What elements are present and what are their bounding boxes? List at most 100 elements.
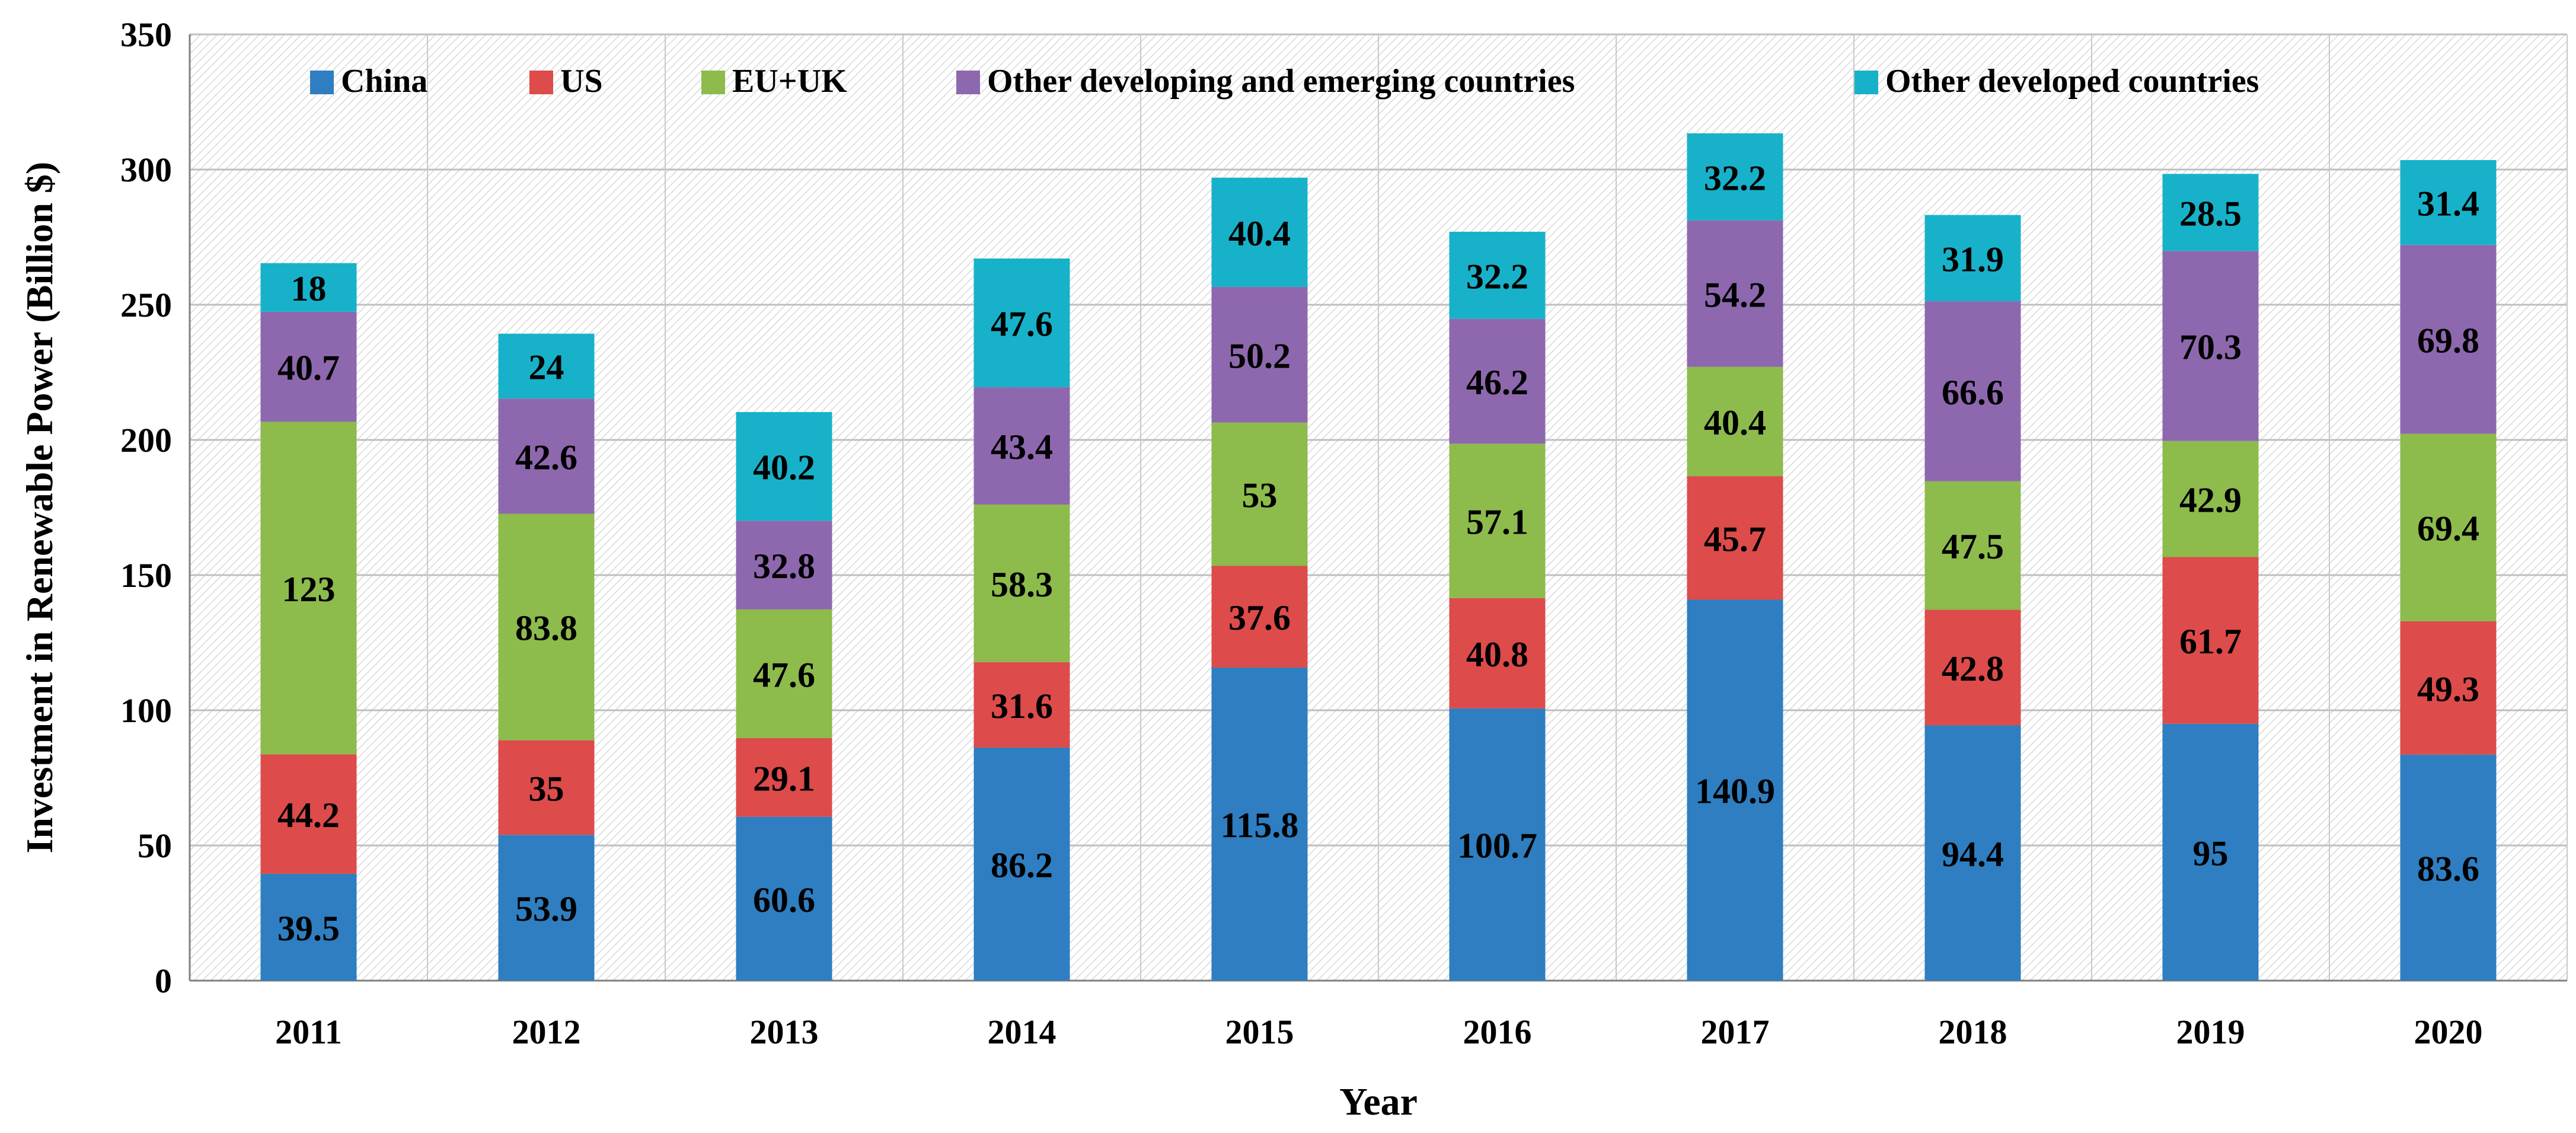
data-label: 28.5 [2179, 194, 2242, 233]
bars [260, 133, 2497, 981]
bar-segment [498, 333, 595, 399]
data-label: 61.7 [2179, 622, 2242, 661]
bar-segment [1211, 667, 1308, 981]
bar-segment [2162, 557, 2259, 724]
data-labels: 39.5 44.2 123 40.7 18 53.9 35 83.8 42.6 24 60.6 29.… [277, 158, 2479, 948]
x-tick-label: 2019 [2176, 1013, 2245, 1051]
bar-segment [498, 740, 595, 835]
data-label: 18 [291, 269, 327, 308]
bar-segment [1924, 215, 2021, 302]
data-label: 46.2 [1466, 363, 1528, 402]
legend-swatch [956, 71, 980, 94]
bar-segment [2400, 433, 2497, 621]
data-label: 66.6 [1942, 373, 2004, 412]
bar-segment [1449, 231, 1546, 319]
bar-segment [1687, 476, 1783, 600]
bar-segment [1687, 599, 1783, 981]
bar-segment [1211, 177, 1308, 287]
x-tick-label: 2017 [1701, 1013, 1770, 1051]
y-tick-label: 200 [120, 421, 172, 459]
bar-segment [498, 513, 595, 741]
bar-segment [973, 747, 1070, 981]
bar-segment [2400, 160, 2497, 245]
legend-label: US [560, 63, 603, 100]
bar-segment [1924, 301, 2021, 481]
data-label: 31.6 [991, 687, 1053, 726]
data-label: 115.8 [1221, 806, 1299, 845]
bar-segment [260, 754, 357, 874]
y-tick-label: 350 [120, 15, 172, 54]
bar-segment [1687, 133, 1783, 221]
legend-swatch [310, 71, 334, 94]
legend: China US EU+UK Other developing and emergin… [310, 63, 2259, 100]
data-label: 32.2 [1704, 158, 1766, 197]
legend-swatch [1854, 71, 1878, 94]
bar-segment [2400, 621, 2497, 755]
y-tick-label: 250 [120, 286, 172, 324]
x-tick-label: 2020 [2414, 1013, 2483, 1051]
bar-segment [973, 662, 1070, 748]
x-tick-label: 2015 [1225, 1013, 1294, 1051]
legend-label: EU+UK [732, 63, 847, 100]
data-label: 40.8 [1466, 635, 1528, 674]
bar-segment [736, 609, 832, 738]
bar-segment [736, 816, 832, 981]
legend-label: China [341, 63, 427, 100]
data-label: 32.8 [753, 547, 815, 586]
y-tick-label: 100 [120, 691, 172, 730]
bar-segment [1924, 725, 2021, 981]
data-label: 47.5 [1942, 527, 2004, 566]
bar-segment [498, 835, 595, 981]
data-label: 39.5 [277, 909, 340, 948]
bar-segment [1211, 422, 1308, 566]
bar-segment [1924, 481, 2021, 610]
x-tick-label: 2012 [512, 1013, 581, 1051]
legend-label: Other developing and emerging countries [987, 63, 1575, 100]
data-label: 44.2 [277, 796, 340, 835]
bar-segment [2162, 441, 2259, 557]
data-label: 60.6 [753, 880, 815, 920]
data-label: 32.2 [1466, 257, 1528, 296]
bar-segment [1449, 598, 1546, 708]
x-tick-label: 2016 [1463, 1013, 1532, 1051]
bar-segment [2162, 723, 2259, 981]
x-tick-label: 2014 [988, 1013, 1056, 1051]
data-label: 42.6 [515, 438, 577, 477]
y-tick-label: 50 [138, 826, 172, 865]
bar-segment [1449, 443, 1546, 598]
y-axis-title: Investment in Renewable Power (Billion $… [18, 162, 60, 854]
bar-segment [2162, 174, 2259, 251]
bar-segment [1449, 708, 1546, 981]
data-label: 47.6 [753, 655, 815, 694]
data-label: 31.9 [1942, 240, 2004, 279]
bar-segment [736, 412, 832, 521]
data-label: 58.3 [991, 565, 1053, 604]
bar-segment [973, 258, 1070, 388]
bar-segment [736, 738, 832, 817]
data-label: 54.2 [1704, 275, 1766, 314]
data-label: 40.4 [1704, 403, 1766, 442]
bar-segment [2162, 251, 2259, 441]
legend-label: Other developed countries [1885, 63, 2259, 100]
data-label: 53 [1242, 476, 1278, 515]
y-tick-label: 0 [155, 962, 172, 1000]
x-tick-label: 2011 [275, 1013, 342, 1051]
data-label: 100.7 [1457, 826, 1537, 865]
axes: 0 50 100 150 200 250 300 350 2011 2012 2013 2014 201… [120, 15, 2567, 1051]
bar-segment [736, 521, 832, 609]
legend-swatch [701, 71, 725, 94]
data-label: 70.3 [2179, 328, 2242, 367]
bar-segment [973, 387, 1070, 505]
x-tick-label: 2018 [1939, 1013, 2007, 1051]
bar-segment [973, 504, 1070, 662]
legend-swatch [529, 71, 553, 94]
data-label: 69.8 [2417, 321, 2479, 360]
data-label: 57.1 [1466, 503, 1528, 542]
data-label: 42.8 [1942, 649, 2004, 688]
data-label: 29.1 [753, 759, 815, 798]
data-label: 31.4 [2417, 184, 2479, 224]
y-tick-label: 300 [120, 151, 172, 189]
data-label: 83.8 [515, 609, 577, 648]
data-label: 86.2 [991, 845, 1053, 885]
data-label: 49.3 [2417, 669, 2479, 708]
